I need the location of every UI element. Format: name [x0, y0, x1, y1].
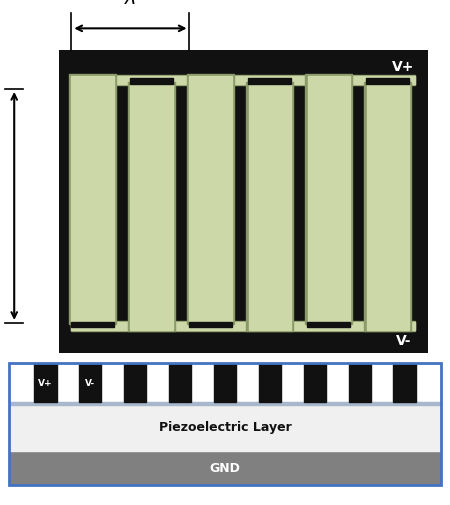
Bar: [367, 85, 409, 330]
Text: λ: λ: [125, 0, 136, 8]
Bar: [366, 79, 410, 85]
Bar: [9, 451, 441, 485]
Bar: [72, 75, 414, 86]
Bar: [9, 402, 441, 406]
Bar: [124, 364, 146, 402]
Bar: [246, 83, 293, 332]
Bar: [259, 364, 281, 402]
Text: Piezoelectric Layer: Piezoelectric Layer: [158, 420, 292, 433]
Bar: [9, 402, 441, 451]
Bar: [79, 364, 101, 402]
Bar: [308, 77, 350, 322]
Bar: [187, 75, 234, 324]
Bar: [307, 323, 351, 328]
Bar: [189, 323, 232, 328]
Bar: [248, 79, 291, 85]
Bar: [364, 83, 411, 332]
Bar: [130, 79, 173, 85]
Bar: [71, 323, 114, 328]
Bar: [72, 77, 114, 322]
Bar: [128, 83, 175, 332]
Bar: [169, 364, 191, 402]
Text: V-: V-: [85, 379, 95, 387]
Bar: [69, 75, 116, 324]
Bar: [304, 364, 326, 402]
Bar: [306, 75, 352, 324]
Text: GND: GND: [210, 462, 240, 474]
Bar: [189, 77, 232, 322]
Text: V+: V+: [392, 60, 415, 74]
Bar: [72, 77, 414, 85]
Text: V+: V+: [38, 379, 53, 387]
Bar: [214, 364, 236, 402]
Bar: [34, 364, 57, 402]
Bar: [393, 364, 416, 402]
Bar: [349, 364, 371, 402]
Bar: [130, 85, 173, 330]
Text: V-: V-: [396, 333, 411, 347]
Bar: [72, 321, 414, 331]
Bar: [72, 322, 414, 330]
Bar: [248, 85, 291, 330]
